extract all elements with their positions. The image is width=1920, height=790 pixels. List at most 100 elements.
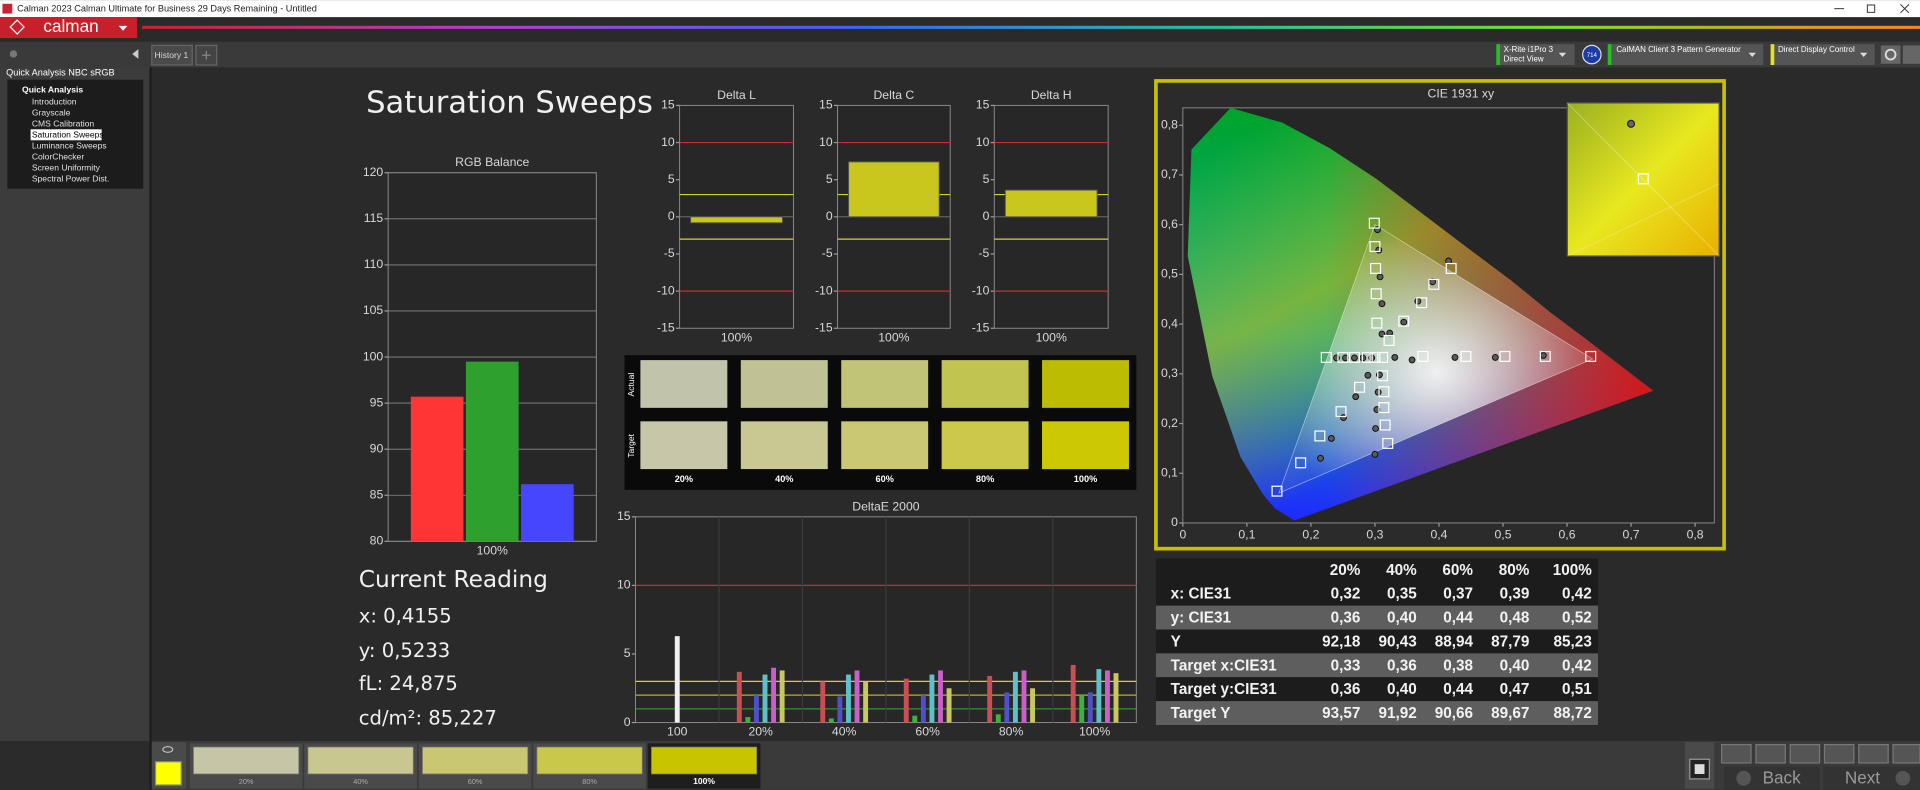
- cell: 0,42: [1562, 657, 1592, 674]
- swatch-label: 100%: [1074, 474, 1097, 484]
- y-tick-label: -5: [978, 246, 989, 260]
- target-point: [1348, 351, 1360, 363]
- tree-item[interactable]: Grayscale: [32, 108, 71, 118]
- measured-point: [1327, 435, 1335, 442]
- history-tab[interactable]: [151, 44, 193, 66]
- logo-mark: [9, 19, 25, 35]
- dropdown-arrow[interactable]: [1748, 52, 1756, 58]
- display-box[interactable]: [1770, 44, 1875, 65]
- y-tick-label: 15: [976, 98, 990, 112]
- x-tick-label: 0,1: [1238, 527, 1255, 541]
- bar: [1113, 673, 1119, 723]
- target-point: [1370, 262, 1382, 274]
- meter-box[interactable]: [1496, 44, 1575, 65]
- tree-item[interactable]: Spectral Power Dist.: [32, 174, 110, 184]
- measured-point: [1351, 354, 1358, 362]
- measured-point: [1414, 297, 1422, 305]
- measured-point: [1317, 454, 1324, 462]
- tree-item[interactable]: Screen Uniformity: [32, 163, 101, 173]
- footer-swatch-label: 40%: [353, 777, 368, 786]
- collapse-arrow[interactable]: [132, 49, 139, 59]
- tree-item[interactable]: Luminance Sweeps: [32, 141, 107, 151]
- bar: [987, 675, 993, 723]
- tab-label: History 1: [155, 50, 189, 60]
- y-tick-label: 90: [370, 441, 384, 455]
- bar: [1070, 664, 1076, 723]
- dropdown-arrow[interactable]: [1860, 52, 1868, 58]
- y-tick-label: -5: [822, 246, 833, 260]
- y-tick-label: 0,4: [1161, 316, 1178, 330]
- bar: [1030, 688, 1035, 723]
- cell: 90,43: [1378, 633, 1416, 650]
- x-tick-label: 0,3: [1366, 527, 1383, 541]
- next-button[interactable]: [1823, 766, 1920, 790]
- settings-button[interactable]: [1880, 45, 1901, 64]
- nav-icon[interactable]: [9, 50, 18, 58]
- measured-point: [1371, 450, 1379, 458]
- target-point: [1354, 381, 1366, 393]
- measured-point: [1374, 388, 1382, 396]
- bar: [1105, 670, 1110, 723]
- x-tick-label: 100%: [1036, 330, 1067, 344]
- app-icon: [2, 3, 13, 14]
- y-tick-label: 10: [617, 578, 631, 592]
- table-row: [1155, 677, 1598, 702]
- bar: [920, 695, 926, 723]
- y-tick-label: -15: [972, 320, 990, 334]
- tree-item[interactable]: ColorChecker: [32, 152, 84, 162]
- back-icon: [1736, 770, 1752, 786]
- footer-swatch[interactable]: [307, 746, 414, 775]
- bar: [690, 216, 783, 224]
- bar: [521, 484, 574, 542]
- swatch-label: 20%: [675, 474, 693, 484]
- bar: [736, 671, 742, 723]
- column-header: 20%: [1330, 562, 1361, 579]
- eye-icon[interactable]: [162, 746, 174, 753]
- y-tick-label: 105: [363, 303, 384, 317]
- cell: 0,36: [1331, 610, 1361, 627]
- table-row: [1155, 605, 1598, 630]
- target-point: [1377, 351, 1389, 363]
- measured-point: [1376, 273, 1384, 281]
- y-tick-label: 0,5: [1161, 267, 1178, 281]
- tree-item[interactable]: CMS Calibration: [32, 119, 95, 129]
- target-point: [1382, 437, 1394, 449]
- y-tick-label: 0: [624, 715, 631, 729]
- logo-button[interactable]: [0, 17, 138, 39]
- footer-swatch[interactable]: [193, 746, 300, 775]
- y-tick-label: 0,1: [1161, 465, 1178, 479]
- cell: 87,79: [1491, 633, 1529, 650]
- target-point: [1417, 350, 1429, 362]
- footer-swatch[interactable]: [536, 746, 643, 775]
- badge[interactable]: [1582, 44, 1602, 65]
- tree-group[interactable]: Quick Analysis: [22, 84, 83, 94]
- settings-icon: [1884, 48, 1897, 61]
- footer-swatch[interactable]: [422, 746, 529, 775]
- y-tick-label: 0: [1171, 515, 1178, 529]
- target-swatch: [941, 421, 1029, 470]
- playback-buttons[interactable]: [1721, 743, 1920, 764]
- settings-button[interactable]: [1902, 45, 1920, 64]
- tree-item[interactable]: Introduction: [32, 97, 77, 107]
- next-icon: [1895, 770, 1911, 786]
- data-table: 20% 40% 60% 80% 100% x: CIE31 0,32 0,35 0,37 0,39…: [1155, 558, 1598, 725]
- footer-swatch[interactable]: [651, 746, 758, 775]
- column-header: 40%: [1386, 562, 1417, 579]
- y-tick-label: 0,6: [1161, 217, 1178, 231]
- reading-line: y: 0,5233: [359, 639, 451, 662]
- current-pattern[interactable]: [154, 761, 182, 786]
- target-swatch: [841, 421, 929, 470]
- y-tick-label: 15: [661, 98, 675, 112]
- tree-item[interactable]: Saturation Sweeps: [32, 130, 104, 140]
- target-point: [1428, 278, 1440, 290]
- bar: [854, 670, 860, 723]
- generator-box[interactable]: [1607, 44, 1764, 65]
- window-controls[interactable]: [1834, 4, 1910, 14]
- y-tick-label: 10: [661, 135, 675, 149]
- y-tick-label: 0,7: [1161, 167, 1178, 181]
- dropdown-arrow[interactable]: [1558, 52, 1567, 58]
- bar: [410, 396, 464, 542]
- logo-dropdown[interactable]: [118, 25, 128, 31]
- y-tick-label: -10: [657, 283, 675, 297]
- target-point: [1337, 351, 1349, 363]
